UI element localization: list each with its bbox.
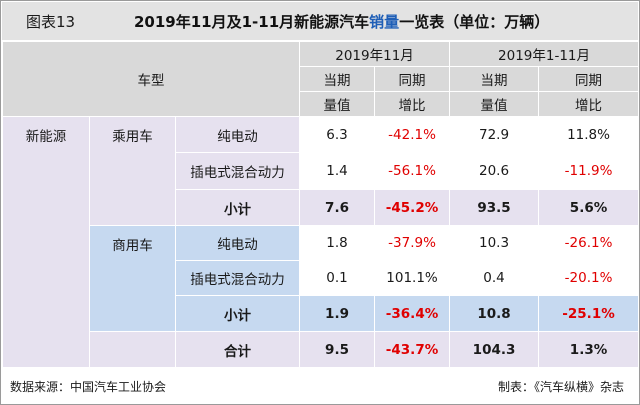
nov-value: 1.4 (299, 152, 376, 190)
header-nov-yoy-1: 同期 (374, 66, 451, 92)
header-nov-yoy-2: 增比 (374, 91, 451, 117)
category-new-energy: 新能源 (2, 116, 90, 368)
data-source: 数据来源：中国汽车工业协会 (10, 380, 167, 394)
table-row: 插电式混合动力 1.4 -56.1% 20.6 -11.9% (3, 152, 640, 190)
table-title: 2019年11月及1-11月新能源汽车销量一览表（单位：万辆） (134, 11, 549, 32)
segment-passenger: 乘用车 (89, 116, 176, 226)
type-phev-commercial: 插电式混合动力 (174, 260, 301, 296)
ytd-value: 0.4 (449, 260, 540, 296)
nov-yoy: -36.4% (374, 295, 451, 332)
header-period-ytd: 2019年1-11月 (449, 41, 640, 67)
header-row-periods: 车型 2019年11月 2019年1-11月 (1, 41, 640, 117)
nov-yoy: -43.7% (374, 331, 451, 368)
nov-value: 1.8 (299, 225, 376, 261)
header-row-2: 量值 增比 量值 增比 (3, 91, 640, 117)
nov-value: 7.6 (299, 189, 376, 226)
header-ytd-yoy-1: 同期 (538, 66, 640, 92)
nov-value: 9.5 (299, 331, 376, 368)
subtotal-passenger-label: 小计 (174, 189, 301, 226)
footer: 数据来源：中国汽车工业协会 制表：《汽车纵横》杂志 (2, 369, 638, 401)
title-prefix: 2019年11月及1-11月新能源汽车 (134, 13, 370, 31)
table-row-total: 合计 9.5 -43.7% 104.3 1.3% (3, 331, 640, 368)
nov-yoy: -45.2% (374, 189, 451, 226)
ytd-yoy: 11.8% (538, 116, 640, 153)
nov-yoy: -37.9% (374, 225, 451, 261)
nov-value: 1.9 (299, 295, 376, 332)
type-phev-passenger: 插电式混合动力 (174, 152, 301, 190)
table-row: 插电式混合动力 0.1 101.1% 0.4 -20.1% (3, 260, 640, 296)
table-row: 小计 7.6 -45.2% 93.5 5.6% (3, 189, 640, 226)
type-bev-commercial: 纯电动 (174, 225, 301, 261)
header-ytd-yoy-2: 增比 (538, 91, 640, 117)
ytd-value: 104.3 (449, 331, 540, 368)
ytd-value: 10.8 (449, 295, 540, 332)
header-period-nov: 2019年11月 (299, 41, 451, 67)
ytd-value: 10.3 (449, 225, 540, 261)
ytd-yoy: -20.1% (538, 260, 640, 296)
nov-yoy: 101.1% (374, 260, 451, 296)
ytd-yoy: 5.6% (538, 189, 640, 226)
ytd-yoy: 1.3% (538, 331, 640, 368)
ytd-yoy: -25.1% (538, 295, 640, 332)
title-suffix: 一览表（单位：万辆） (399, 13, 550, 31)
ytd-value: 93.5 (449, 189, 540, 226)
total-label: 合计 (174, 331, 301, 368)
header-vehicle-type: 车型 (1, 41, 301, 117)
total-spacer (89, 331, 176, 368)
header-nov-current-2: 量值 (299, 91, 376, 117)
header-ytd-current-1: 当期 (449, 66, 540, 92)
table-maker: 制表：《汽车纵横》杂志 (497, 380, 624, 394)
ytd-value: 72.9 (449, 116, 540, 153)
sales-table: 车型 2019年11月 2019年1-11月 当期 同期 当期 同期 量值 增比… (1, 41, 640, 368)
nov-yoy: -42.1% (374, 116, 451, 153)
header-row-1: 当期 同期 当期 同期 (3, 66, 640, 92)
table-row: 小计 1.9 -36.4% 10.8 -25.1% (3, 295, 640, 332)
title-bar: 图表13 2019年11月及1-11月新能源汽车销量一览表（单位：万辆） (2, 2, 638, 40)
subtotal-commercial-label: 小计 (174, 295, 301, 332)
title-highlight: 销量 (369, 13, 400, 31)
figure-number: 图表13 (26, 13, 76, 31)
header-nov-current-1: 当期 (299, 66, 376, 92)
nov-yoy: -56.1% (374, 152, 451, 190)
ytd-yoy: -11.9% (538, 152, 640, 190)
header-ytd-current-2: 量值 (449, 91, 540, 117)
type-bev-passenger: 纯电动 (174, 116, 301, 153)
ytd-yoy: -26.1% (538, 225, 640, 261)
ytd-value: 20.6 (449, 152, 540, 190)
nov-value: 6.3 (299, 116, 376, 153)
segment-commercial: 商用车 (89, 225, 176, 332)
table-row: 商用车 纯电动 1.8 -37.9% 10.3 -26.1% (3, 225, 640, 332)
table-row: 新能源 乘用车 纯电动 6.3 -42.1% 72.9 11.8% (2, 116, 640, 368)
nov-value: 0.1 (299, 260, 376, 296)
